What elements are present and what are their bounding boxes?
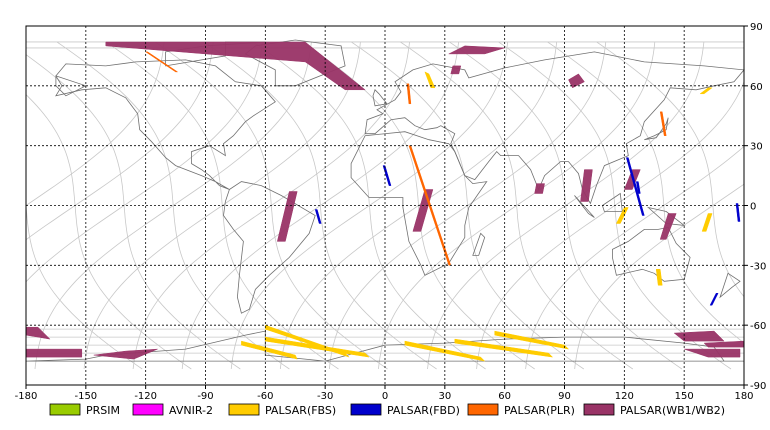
coastline (244, 39, 346, 87)
legend-swatch (467, 403, 499, 416)
swath-wb (450, 65, 462, 75)
x-tick-label: 120 (615, 391, 634, 402)
legend-label: PRSIM (86, 404, 120, 417)
y-tick-label: -90 (750, 381, 766, 392)
swath-fbs (424, 71, 436, 89)
x-tick-label: -180 (15, 391, 38, 402)
swath-wb (276, 191, 298, 242)
y-tick-label: 0 (750, 202, 756, 213)
swath-wb (659, 213, 677, 240)
swath-fbs (701, 213, 713, 232)
swath-plr (659, 111, 667, 136)
x-tick-label: 180 (734, 391, 753, 402)
legend-swatch (583, 403, 615, 416)
swath-wb (105, 41, 366, 91)
swath-fbs (655, 269, 663, 286)
orbit-track (26, 200, 143, 370)
x-tick-label: 30 (438, 391, 451, 402)
coastline (574, 195, 595, 218)
y-tick-label: 30 (750, 142, 763, 153)
x-tick-label: -150 (74, 391, 97, 402)
swath-wb (580, 169, 593, 202)
orbit-track (56, 41, 290, 370)
coastline (719, 272, 741, 299)
legend: PRSIM AVNIR-2 PALSAR(FBS) PALSAR(FBD) PALSAR… (49, 403, 725, 417)
swath-wb (534, 183, 545, 194)
y-axis-ticks: 90 60 30 0 -30 -60 -90 (744, 22, 766, 392)
swath-wb (684, 348, 741, 358)
y-tick-label: -30 (750, 261, 766, 272)
swath-wb (93, 348, 158, 360)
orbit-track (400, 41, 634, 370)
swath-fbd (735, 203, 741, 222)
coastline (372, 89, 388, 107)
x-tick-label: 0 (382, 391, 388, 402)
swath-wb (448, 45, 505, 55)
legend-swatch (49, 403, 81, 416)
swath-fbs (494, 330, 570, 350)
legend-label: AVNIR-2 (169, 404, 213, 417)
legend-label: PALSAR(FBD) (387, 404, 460, 417)
swath-fbs (241, 340, 298, 360)
coastline (472, 232, 486, 256)
legend-label: PALSAR(WB1/WB2) (620, 404, 725, 417)
x-tick-label: 90 (558, 391, 571, 402)
swath-plr (406, 83, 412, 105)
observation-swaths (25, 41, 745, 362)
legend-swatch (132, 403, 164, 416)
swath-fbs (699, 87, 713, 95)
swath-fbs (615, 207, 629, 224)
swath-wb (673, 330, 725, 342)
coastline (646, 206, 686, 226)
x-tick-label: 60 (498, 391, 511, 402)
x-axis-ticks: -180 -150 -120 -90 -60 -30 0 30 60 90 120 150 180 (15, 385, 754, 402)
x-tick-label: -30 (317, 391, 333, 402)
y-tick-label: -60 (750, 321, 766, 332)
swath-fbd (636, 181, 641, 194)
legend-label: PALSAR(FBS) (265, 404, 336, 417)
orbit-track (449, 41, 683, 370)
orbit-track (26, 54, 241, 370)
orbit-track (26, 41, 165, 206)
swath-wb (25, 348, 83, 358)
legend-label: PALSAR(PLR) (504, 404, 575, 417)
swath-fbd (709, 293, 719, 306)
swath-plr (144, 51, 179, 73)
swath-fbs (454, 338, 554, 358)
swath-fbd (314, 209, 322, 224)
coastline (644, 117, 669, 141)
legend-swatch (350, 403, 382, 416)
y-tick-label: 60 (750, 82, 763, 93)
orbit-track (252, 41, 486, 370)
x-tick-label: 150 (675, 391, 694, 402)
coastline (55, 59, 276, 190)
orbit-track (203, 41, 437, 370)
coastline (350, 131, 488, 276)
y-tick-label: 90 (750, 22, 763, 33)
coastline (223, 181, 316, 314)
swath-wb (568, 73, 585, 89)
x-tick-label: -60 (257, 391, 273, 402)
swath-fbd (625, 157, 645, 216)
coastline (612, 226, 691, 282)
legend-swatch (228, 403, 260, 416)
x-tick-label: -120 (134, 391, 157, 402)
coastline (55, 75, 87, 97)
x-tick-label: -90 (197, 391, 213, 402)
